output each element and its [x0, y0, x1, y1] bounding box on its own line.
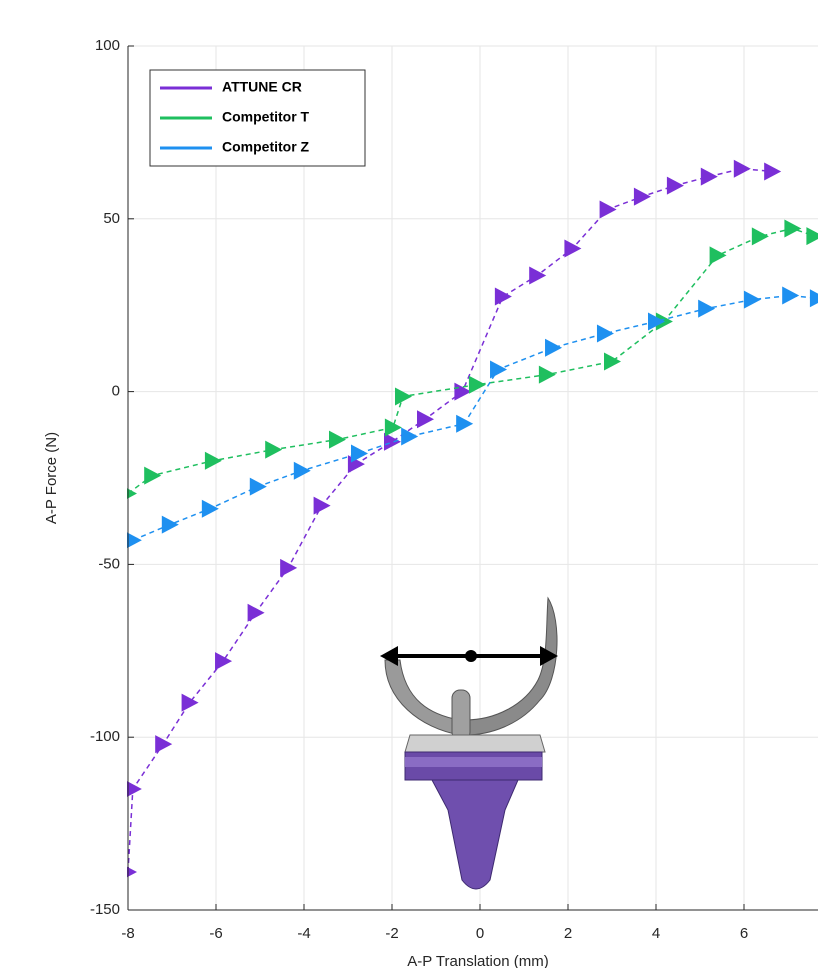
- marker: [204, 451, 222, 470]
- marker: [454, 382, 472, 401]
- marker: [743, 290, 761, 309]
- marker: [395, 387, 412, 406]
- y-tick-label: 100: [95, 37, 120, 54]
- marker: [144, 466, 162, 485]
- marker: [265, 440, 283, 459]
- legend-label: Competitor T: [222, 109, 310, 125]
- marker: [494, 287, 512, 306]
- marker: [529, 266, 547, 285]
- marker: [538, 365, 556, 384]
- legend-label: Competitor Z: [222, 139, 310, 155]
- marker: [733, 159, 751, 178]
- axes: -150 -100 -50 0 50 100 -8 -6 -4 -2 0 2 4 6: [90, 37, 818, 942]
- marker: [247, 603, 265, 622]
- x-tick-label: 0: [476, 925, 484, 942]
- marker: [564, 239, 582, 258]
- marker: [806, 227, 818, 246]
- marker: [599, 200, 617, 219]
- x-tick-label: -8: [121, 925, 134, 942]
- marker: [648, 312, 665, 331]
- marker: [545, 338, 563, 357]
- y-tick-label: -50: [98, 555, 120, 572]
- marker: [384, 418, 402, 437]
- x-axis-title: A-P Translation (mm): [407, 953, 548, 968]
- marker: [698, 299, 716, 318]
- marker: [700, 167, 718, 186]
- x-tick-label: -2: [385, 925, 398, 942]
- marker: [751, 227, 769, 246]
- x-tick-label: 6: [740, 925, 748, 942]
- grid: [127, 45, 818, 911]
- x-tick-label: 2: [564, 925, 572, 942]
- marker: [666, 176, 684, 195]
- marker: [633, 187, 651, 206]
- series-line: [132, 294, 818, 541]
- y-tick-label: -100: [90, 728, 120, 745]
- marker: [181, 693, 199, 712]
- legend: ATTUNE CR Competitor T Competitor Z: [149, 69, 366, 167]
- marker: [764, 162, 782, 181]
- x-tick-label: -6: [209, 925, 222, 942]
- marker: [384, 432, 401, 451]
- legend-label: ATTUNE CR: [222, 79, 302, 95]
- marker: [215, 652, 233, 671]
- marker: [293, 461, 311, 480]
- marker: [490, 360, 508, 379]
- plot-area: [127, 159, 818, 878]
- series-line: [127, 227, 815, 495]
- x-tick-label: -4: [297, 925, 310, 942]
- marker: [784, 219, 802, 238]
- marker: [417, 410, 434, 429]
- marker: [127, 781, 142, 797]
- marker: [604, 352, 621, 371]
- marker: [468, 375, 486, 394]
- marker: [127, 532, 142, 549]
- marker: [313, 496, 331, 515]
- marker: [155, 735, 173, 754]
- marker: [709, 246, 727, 265]
- marker: [249, 477, 267, 496]
- y-axis-title: A-P Force (N): [43, 432, 60, 524]
- y-tick-label: -150: [90, 901, 120, 918]
- marker: [456, 414, 474, 433]
- marker: [351, 444, 368, 463]
- y-tick-label: 50: [103, 210, 120, 227]
- marker: [782, 286, 800, 305]
- marker: [596, 324, 614, 343]
- implant-illustration: [380, 596, 558, 890]
- marker: [401, 427, 419, 446]
- y-tick-label: 0: [112, 383, 120, 400]
- marker: [329, 430, 346, 449]
- marker: [201, 499, 219, 518]
- marker: [127, 866, 137, 878]
- marker: [809, 289, 818, 308]
- marker: [280, 558, 298, 577]
- x-tick-label: 4: [652, 925, 660, 942]
- marker: [161, 515, 179, 534]
- marker: [127, 488, 137, 499]
